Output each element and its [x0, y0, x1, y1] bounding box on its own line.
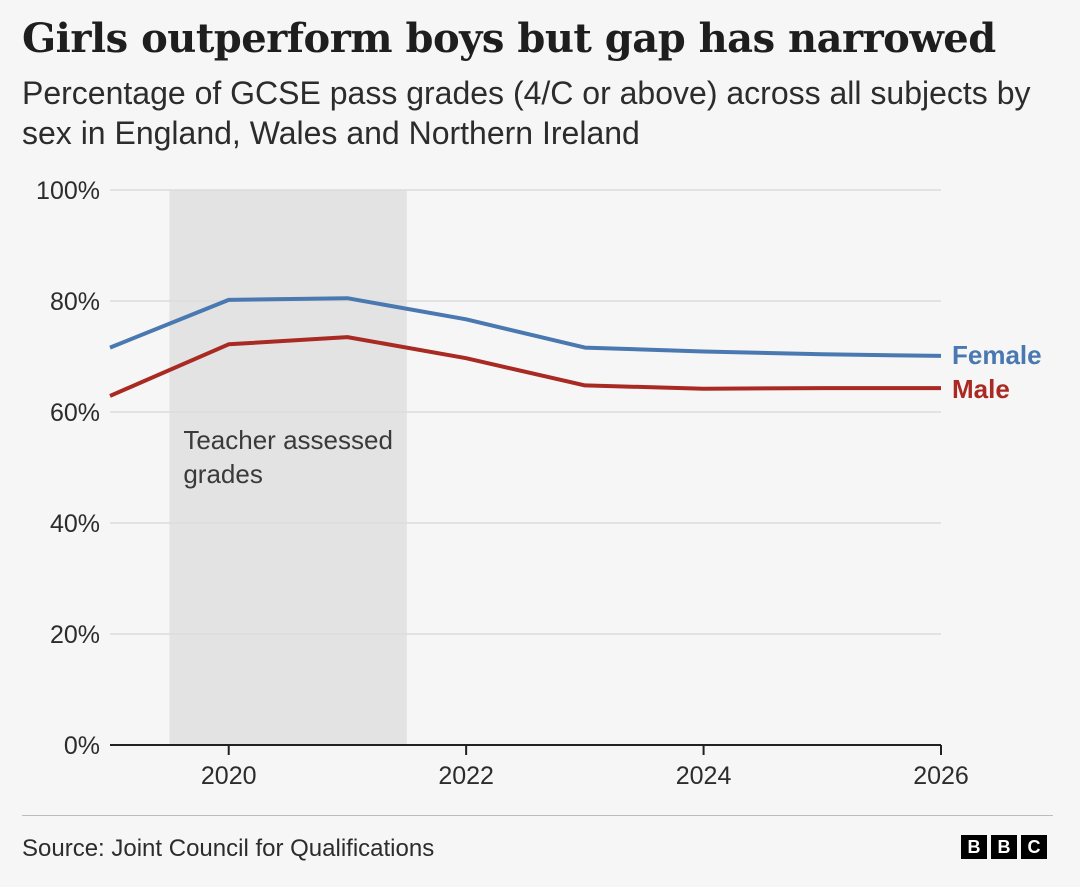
x-tick-label: 2024	[676, 762, 732, 790]
series-line-female	[109, 296, 942, 358]
series-label-female: Female	[952, 340, 1042, 370]
bbc-logo-letter: C	[1021, 835, 1047, 859]
teacher-assessed-label: Teacher assessed grades	[183, 425, 393, 489]
bbc-logo: B B C	[961, 835, 1047, 859]
y-tick-label: 0%	[64, 732, 100, 760]
y-tick-label: 60%	[50, 399, 100, 427]
y-tick-label: 100%	[36, 177, 100, 205]
x-tick-label: 2022	[438, 762, 494, 790]
source-note: Source: Joint Council for Qualifications	[22, 835, 435, 862]
x-tick-label: 2026	[913, 762, 969, 790]
chart-subtitle: Percentage of GCSE pass grades (4/C or a…	[22, 75, 1031, 151]
series-line-male	[109, 335, 941, 398]
bbc-logo-letter: B	[991, 835, 1017, 859]
teacher-assessed-shading	[169, 190, 407, 745]
bbc-logo-letter: B	[961, 835, 987, 859]
x-tick-label: 2020	[201, 762, 257, 790]
chart-title: Girls outperform boys but gap has narrow…	[22, 15, 996, 62]
y-tick-label: 80%	[50, 288, 100, 316]
footer-divider	[22, 815, 1053, 816]
series-label-male: Male	[952, 374, 1010, 404]
y-tick-label: 20%	[50, 621, 100, 649]
y-tick-label: 40%	[50, 510, 100, 538]
